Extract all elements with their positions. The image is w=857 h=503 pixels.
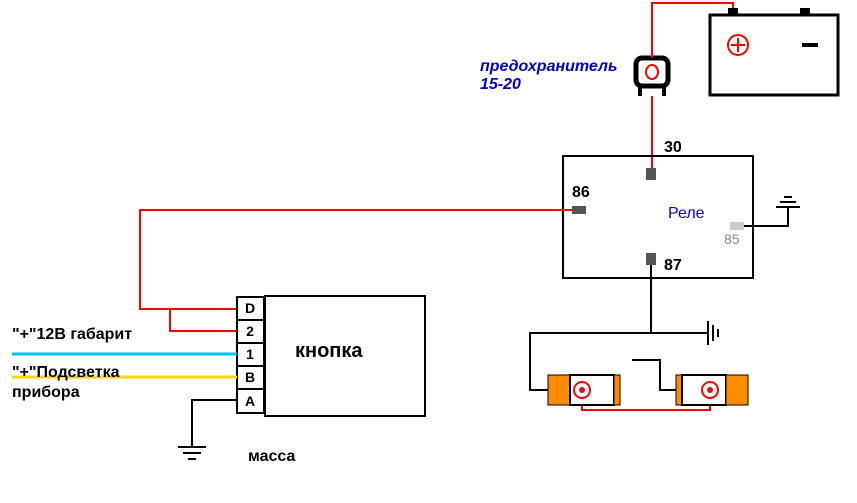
button-pin-cells: D 2 1 B A: [237, 297, 264, 413]
ground-icon: [178, 447, 206, 459]
ground-icon: [708, 321, 718, 345]
relay-pin86-dot: [572, 206, 586, 214]
fog-light-right: [676, 375, 748, 405]
relay-pin30-label: 30: [664, 139, 682, 156]
wire-relay85-ground: [744, 208, 788, 226]
fuse-label: предохранитель 15-20: [480, 58, 617, 94]
pin-1-label: 1: [246, 346, 254, 362]
relay-label: Реле: [668, 205, 705, 222]
relay-pin87-dot: [646, 253, 656, 265]
battery-terminal-right: [800, 8, 810, 15]
pin-A-label: A: [245, 393, 255, 409]
fuse-icon: [636, 58, 668, 96]
pin-D-label: D: [245, 300, 255, 316]
fog-light-left: [548, 375, 620, 405]
relay-pin30-dot: [646, 168, 656, 180]
gabarit-label: "+"12В габарит: [12, 326, 132, 344]
battery-terminal-left: [728, 8, 738, 15]
wire-relay86-buttonD: [140, 210, 572, 309]
relay-pin85-dot: [730, 222, 744, 230]
mass-label: масса: [248, 448, 295, 466]
wire-pinA-ground: [192, 400, 237, 447]
battery-box: [710, 15, 838, 95]
relay-pin86-label: 86: [572, 184, 590, 201]
plus-symbol: [731, 38, 745, 52]
wire-relay87-down: [530, 265, 651, 390]
light-label-1: "+"Подсветка: [12, 364, 119, 382]
relay-pin85-label: 85: [724, 231, 740, 247]
wire-battery-fuse: [652, 3, 733, 58]
button-title: кнопка: [295, 340, 363, 363]
ground-icon: [776, 197, 800, 207]
wire-pin2: [170, 309, 237, 331]
relay-box: [563, 156, 753, 278]
relay-pin87-label: 87: [664, 257, 682, 274]
light-label-2: прибора: [12, 384, 80, 402]
pin-2-label: 2: [246, 323, 254, 339]
pin-B-label: B: [245, 369, 255, 385]
